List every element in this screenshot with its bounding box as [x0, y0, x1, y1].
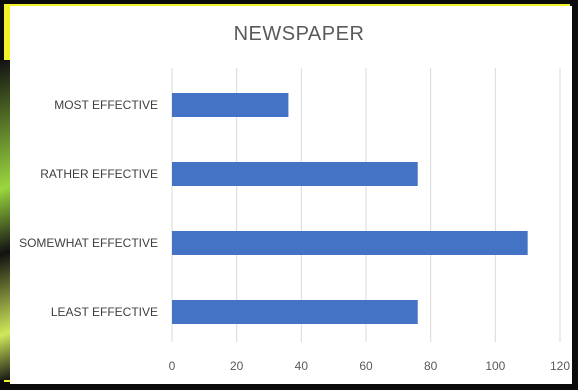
category-label: RATHER EFFECTIVE: [40, 167, 158, 181]
x-tick-label: 0: [169, 359, 176, 373]
x-tick-label: 120: [550, 359, 570, 373]
x-tick-label: 60: [359, 359, 373, 373]
bar: [172, 300, 418, 324]
x-tick-label: 40: [295, 359, 309, 373]
decorative-edge: [0, 60, 12, 380]
x-tick-label: 20: [230, 359, 244, 373]
x-tick-label: 100: [485, 359, 505, 373]
x-axis-ticks: 0 20 40 60 80 100 120: [169, 359, 571, 373]
grid-lines: [171, 68, 561, 342]
bars: [172, 93, 528, 324]
bar: [172, 162, 418, 186]
category-label: SOMEWHAT EFFECTIVE: [19, 236, 158, 250]
chart-title: NEWSPAPER: [234, 23, 365, 45]
category-labels: MOST EFFECTIVE RATHER EFFECTIVE SOMEWHAT E…: [19, 98, 158, 319]
category-label: LEAST EFFECTIVE: [51, 305, 158, 319]
category-label: MOST EFFECTIVE: [54, 98, 158, 112]
x-tick-label: 80: [424, 359, 438, 373]
bar: [172, 231, 528, 255]
bar: [172, 93, 289, 117]
